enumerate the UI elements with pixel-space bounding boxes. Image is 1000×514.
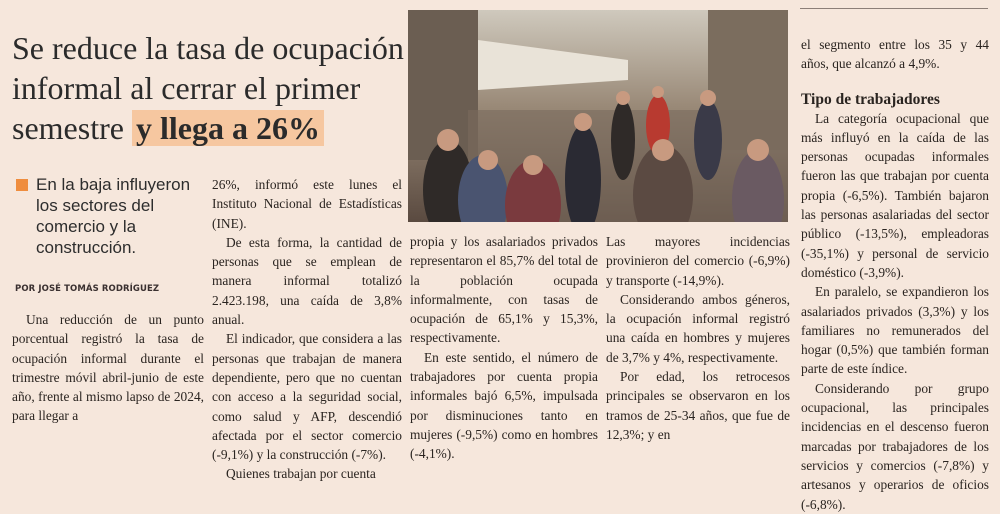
paragraph: El indicador, que considera a las person… xyxy=(212,331,402,463)
column-1: Una reducción de un punto porcentual reg… xyxy=(12,310,204,426)
bullet-square-icon xyxy=(16,179,28,191)
paragraph: propia y los asalariados privados repres… xyxy=(410,234,598,346)
paragraph: Las mayores incidencias provinieron del … xyxy=(606,234,790,288)
column-2: 26%, informó este lunes el Instituto Nac… xyxy=(212,175,402,484)
paragraph: Por edad, los retrocesos principales se … xyxy=(606,369,790,442)
column-4: Las mayores incidencias provinieron del … xyxy=(606,232,790,444)
headline-line-3: semestre xyxy=(12,110,124,146)
paragraph: 26%, informó este lunes el Instituto Nac… xyxy=(212,177,402,231)
paragraph: De esta forma, la cantidad de personas q… xyxy=(212,234,402,328)
headline: Se reduce la tasa de ocupación informal … xyxy=(12,28,404,148)
section-heading: Tipo de trabajadores xyxy=(801,90,940,108)
subheadline-text: En la baja influyeron los sectores del c… xyxy=(36,175,191,257)
column-5: el segmento entre los 35 y 44 años, que … xyxy=(801,35,989,514)
column-rule xyxy=(800,8,988,9)
byline: POR JOSÉ TOMÁS RODRÍGUEZ xyxy=(15,284,160,294)
headline-line-3-wrap: semestre y llega a 26% xyxy=(12,108,404,148)
column-3: propia y los asalariados privados repres… xyxy=(410,232,598,464)
paragraph: Considerando por grupo ocupacional, las … xyxy=(801,380,989,512)
paragraph: La categoría ocupacional que más influyó… xyxy=(801,110,989,280)
paragraph: En paralelo, se expandieron los asalaria… xyxy=(801,284,989,377)
headline-highlight: y llega a 26% xyxy=(131,110,324,146)
paragraph: Considerando ambos géneros, la ocupación… xyxy=(606,291,790,365)
subheadline: En la baja influyeron los sectores del c… xyxy=(16,174,206,258)
street-crowd-photo xyxy=(408,10,788,222)
paragraph: el segmento entre los 35 y 44 años, que … xyxy=(801,37,989,72)
paragraph: Quienes trabajan por cuenta xyxy=(226,466,376,482)
headline-line-2: informal al cerrar el primer xyxy=(12,70,361,106)
photo-illustration xyxy=(408,10,788,222)
paragraph: En este sentido, el número de trabajador… xyxy=(410,349,598,462)
paragraph: Una reducción de un punto porcentual reg… xyxy=(12,312,204,424)
headline-line-1: Se reduce la tasa de ocupación xyxy=(12,30,404,66)
